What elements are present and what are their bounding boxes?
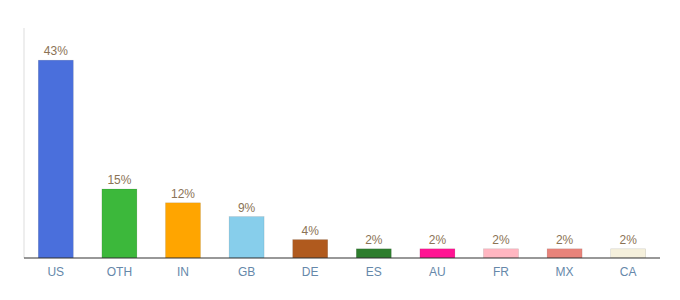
x-tick-label: DE (302, 265, 319, 279)
data-label: 4% (302, 224, 320, 238)
data-label: 2% (365, 233, 383, 247)
data-label: 43% (44, 44, 68, 58)
data-labels: 43% 15% 12% 9% 4% 2% 2% 2% 2% 2% (44, 44, 637, 247)
x-tick-label: CA (620, 265, 637, 279)
bar (484, 249, 519, 258)
bar (166, 203, 201, 258)
data-label: 12% (171, 187, 195, 201)
bar (229, 217, 264, 258)
data-label: 15% (107, 173, 131, 187)
data-label: 2% (492, 233, 510, 247)
bar (102, 189, 137, 258)
x-tick-label: IN (177, 265, 189, 279)
bars (38, 60, 645, 258)
chart-container: 43% 15% 12% 9% 4% 2% 2% 2% 2% 2% US OTH IN GB DE ES AU FR… (0, 0, 680, 300)
x-tick-label: GB (238, 265, 255, 279)
bar (38, 60, 73, 258)
x-tick-label: FR (493, 265, 509, 279)
x-tick-label: MX (556, 265, 574, 279)
x-tick-labels: US OTH IN GB DE ES AU FR MX CA (47, 265, 636, 279)
bar (293, 240, 328, 258)
page: {"chart_data": {"type": "bar", "categori… (0, 0, 680, 300)
x-tick-label: ES (366, 265, 382, 279)
data-label: 2% (620, 233, 638, 247)
bar (356, 249, 391, 258)
bar (420, 249, 455, 258)
x-tick-label: US (47, 265, 64, 279)
bar (611, 249, 646, 258)
data-label: 2% (556, 233, 574, 247)
x-tick-label: OTH (107, 265, 132, 279)
chart: 43% 15% 12% 9% 4% 2% 2% 2% 2% 2% US OTH IN GB DE ES AU FR… (0, 0, 680, 300)
data-label: 9% (238, 201, 256, 215)
y-axis-line (24, 28, 25, 258)
x-axis-line (24, 257, 660, 258)
bar (547, 249, 582, 258)
data-label: 2% (429, 233, 447, 247)
x-tick-label: AU (429, 265, 446, 279)
